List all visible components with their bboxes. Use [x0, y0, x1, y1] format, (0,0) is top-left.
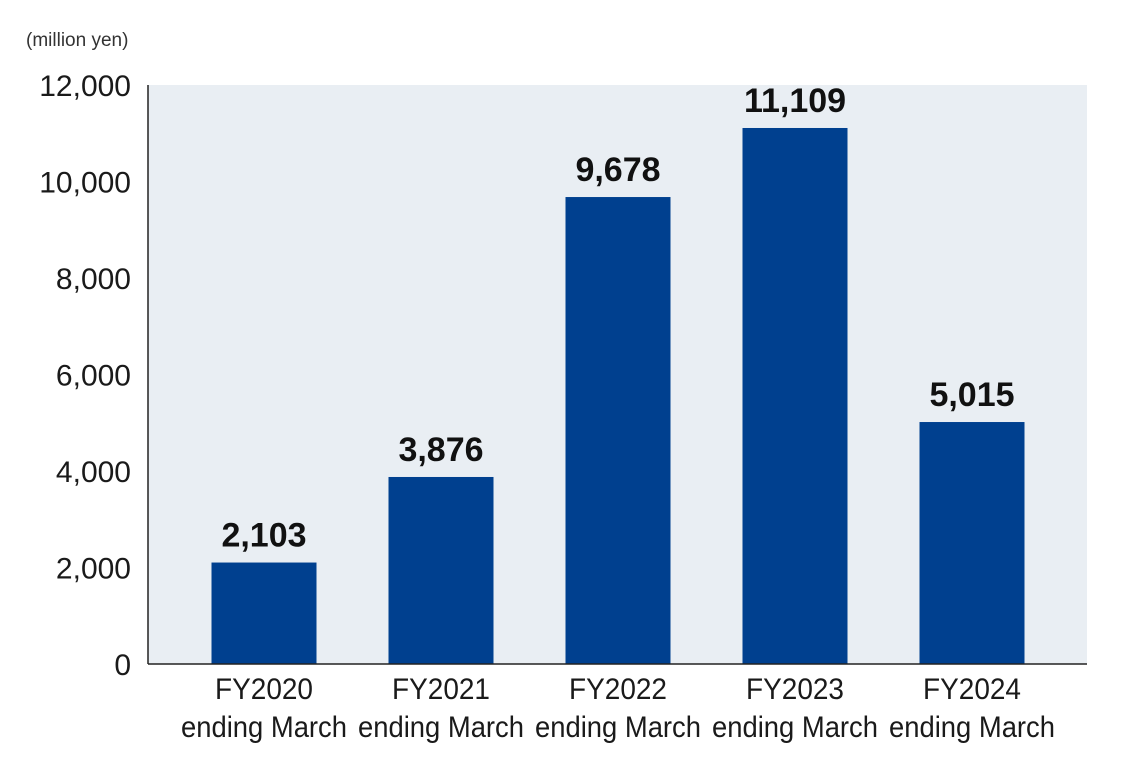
bar: [388, 476, 494, 664]
x-category-label: ending March: [535, 711, 701, 744]
x-category-label: ending March: [712, 711, 878, 744]
data-label: 9,678: [575, 151, 660, 189]
data-label: 3,876: [398, 431, 483, 469]
y-tick-label: 12,000: [39, 70, 131, 103]
bars-group: [211, 127, 1025, 665]
bar: [565, 197, 671, 664]
y-tick-label: 4,000: [56, 456, 131, 489]
x-category-label: FY2024: [923, 673, 1021, 706]
data-label: 11,109: [744, 82, 846, 120]
x-category-label: ending March: [358, 711, 524, 744]
bar: [211, 562, 317, 664]
y-tick-label: 0: [114, 649, 131, 682]
y-tick-label: 2,000: [56, 553, 131, 586]
x-category-labels-group: FY2020 ending March FY2021 ending March FY20…: [181, 673, 1055, 744]
y-tick-label: 8,000: [56, 263, 131, 296]
x-category-label: FY2022: [569, 673, 667, 706]
y-tick-labels-group: 0 2,000 4,000 6,000 8,000 10,000 12,000: [39, 70, 131, 682]
x-category-label: ending March: [889, 711, 1055, 744]
x-category-label: FY2023: [746, 673, 844, 706]
x-category-label: ending March: [181, 711, 347, 744]
y-tick-label: 6,000: [56, 360, 131, 393]
unit-label: (million yen): [26, 30, 129, 51]
bar: [742, 127, 848, 665]
bar: [919, 422, 1025, 664]
x-category-label: FY2020: [215, 673, 313, 706]
y-tick-label: 10,000: [39, 167, 131, 200]
x-category-label: FY2021: [392, 673, 490, 706]
value-labels-group: 2,103 3,876 9,678 11,109 5,015: [221, 82, 1014, 555]
data-label: 2,103: [221, 517, 306, 555]
data-label: 5,015: [929, 376, 1014, 414]
